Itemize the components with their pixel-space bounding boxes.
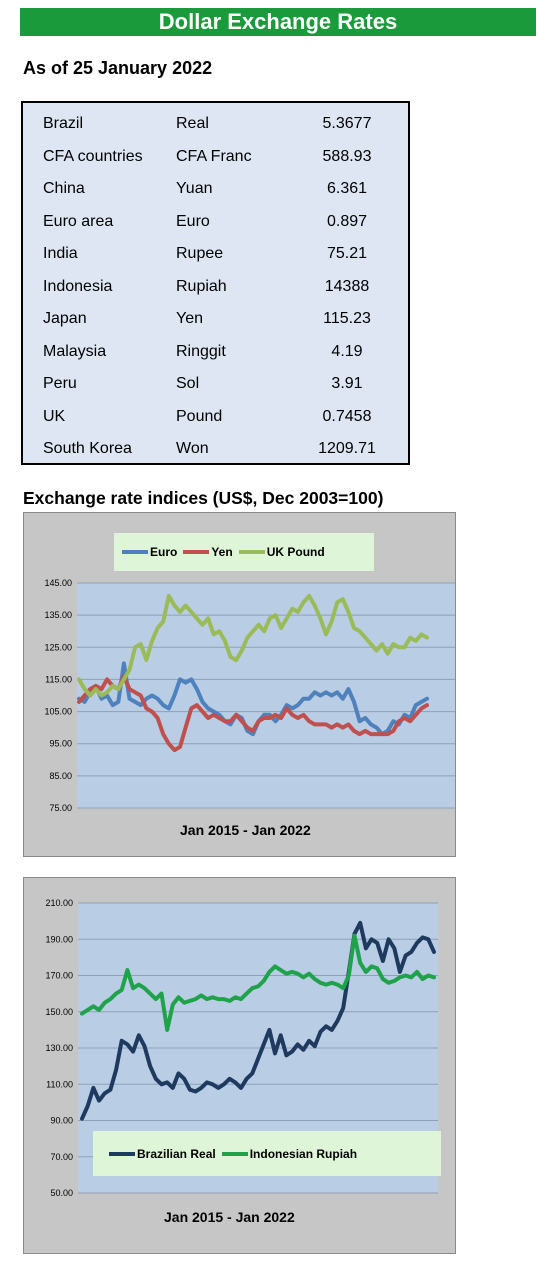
chart-2-legend: Brazilian Real Indonesian Rupiah xyxy=(93,1131,441,1176)
country-cell: UK xyxy=(43,407,66,425)
rate-value-cell: 5.3677 xyxy=(322,115,372,133)
chart-1-xlabel: Jan 2015 - Jan 2022 xyxy=(180,822,311,838)
legend-swatch xyxy=(183,550,210,554)
legend-swatch xyxy=(238,550,265,554)
series-line-yen xyxy=(77,674,429,753)
y-tick-label: 150.00 xyxy=(45,1007,73,1017)
currency-cell: Pound xyxy=(176,407,223,425)
legend-item: Indonesian Rupiah xyxy=(221,1146,358,1161)
y-tick-label: 115.00 xyxy=(45,674,72,684)
currency-cell: CFA Franc xyxy=(176,147,252,165)
country-cell: India xyxy=(43,245,78,263)
rate-value-cell: 588.93 xyxy=(322,147,372,165)
currency-cell: Rupiah xyxy=(176,277,227,295)
series-line-euro xyxy=(77,661,429,737)
y-tick-label: 70.00 xyxy=(50,1152,73,1162)
country-cell: Euro area xyxy=(43,212,114,230)
section-title: Exchange rate indices (US$, Dec 2003=100… xyxy=(23,488,384,508)
rate-value-cell: 75.21 xyxy=(326,245,368,263)
table-row: CFA countries CFA Franc 588.93 xyxy=(23,141,408,174)
chart-2-svg: 50.00 70.00 90.00 110.00 130.00 150.00 170.00 1… xyxy=(45,898,438,1198)
as-of-date: As of 25 January 2022 xyxy=(23,58,213,78)
rate-value-cell: 0.7458 xyxy=(322,407,372,425)
table-row: UK Pound 0.7458 xyxy=(23,401,408,434)
y-tick-label: 110.00 xyxy=(46,1079,73,1089)
legend-label: Yen xyxy=(211,545,233,559)
legend-item: Euro xyxy=(122,545,177,559)
y-tick-label: 135.00 xyxy=(44,610,72,620)
rate-value-cell: 14388 xyxy=(324,277,370,295)
legend-item: Brazilian Real xyxy=(109,1147,216,1161)
table-row: India Rupee 75.21 xyxy=(23,238,408,271)
country-cell: CFA countries xyxy=(43,147,143,165)
table-row: China Yuan 6.361 xyxy=(23,173,408,206)
rate-value-cell: 4.19 xyxy=(331,342,363,360)
table-row: Brazil Real 5.3677 xyxy=(23,108,408,141)
table-row: South Korea Won 1209.71 xyxy=(23,433,408,466)
y-tick-label: 90.00 xyxy=(50,1116,73,1126)
country-cell: Brazil xyxy=(43,115,84,133)
legend-swatch xyxy=(221,1151,248,1156)
country-cell: South Korea xyxy=(43,440,132,458)
table-row: Indonesia Rupiah 14388 xyxy=(23,271,408,304)
table-row: Euro area Euro 0.897 xyxy=(23,206,408,239)
series-line-brazilian-real xyxy=(80,920,436,1121)
table-row: Peru Sol 3.91 xyxy=(23,368,408,401)
country-cell: Peru xyxy=(43,375,77,393)
series-line-uk-pound xyxy=(77,593,429,698)
currency-cell: Won xyxy=(176,440,209,458)
legend-label: Brazilian Real xyxy=(137,1146,216,1161)
y-tick-label: 105.00 xyxy=(44,707,72,717)
chart-panel-1: 75.00 85.00 95.00 105.00 115.00 125.00 135.00 1… xyxy=(23,512,456,857)
y-tick-label: 145.00 xyxy=(44,578,72,588)
table-row: Malaysia Ringgit 4.19 xyxy=(23,336,408,369)
chart-panel-2: 50.00 70.00 90.00 110.00 130.00 150.00 170.00 1… xyxy=(23,877,456,1254)
table-row: Japan Yen 115.23 xyxy=(23,303,408,336)
rates-table: Brazil Real 5.3677 CFA countries CFA Franc 58… xyxy=(21,101,410,465)
rate-value-cell: 3.91 xyxy=(331,375,363,393)
series-line-indonesian-rupiah xyxy=(80,933,436,1032)
y-tick-label: 95.00 xyxy=(49,739,72,749)
legend-swatch xyxy=(122,550,148,554)
legend-item: Yen xyxy=(183,545,233,559)
y-tick-label: 85.00 xyxy=(49,771,72,781)
currency-cell: Real xyxy=(176,115,209,133)
country-cell: Malaysia xyxy=(43,342,107,360)
y-tick-label: 50.00 xyxy=(50,1188,73,1198)
y-tick-label: 130.00 xyxy=(45,1043,73,1053)
y-tick-label: 190.00 xyxy=(45,934,73,944)
y-tick-label: 170.00 xyxy=(45,971,73,981)
currency-cell: Yen xyxy=(176,310,203,328)
chart-2-xlabel: Jan 2015 - Jan 2022 xyxy=(164,1209,295,1225)
rate-value-cell: 6.361 xyxy=(326,180,368,198)
y-tick-label: 210.00 xyxy=(45,898,73,908)
plot-area xyxy=(77,583,455,808)
country-cell: China xyxy=(43,180,85,198)
currency-cell: Yuan xyxy=(176,180,213,198)
legend-item: UK Pound xyxy=(238,545,325,559)
country-cell: Indonesia xyxy=(43,277,113,295)
legend-label: Indonesian Rupiah xyxy=(249,1146,358,1161)
currency-cell: Euro xyxy=(176,212,210,230)
page-title: Dollar Exchange Rates xyxy=(20,8,536,36)
rate-value-cell: 0.897 xyxy=(326,212,368,230)
legend-label: UK Pound xyxy=(266,545,325,559)
currency-cell: Ringgit xyxy=(176,342,226,360)
currency-cell: Sol xyxy=(176,375,200,393)
y-tick-label: 125.00 xyxy=(44,642,72,652)
currency-cell: Rupee xyxy=(176,245,224,263)
country-cell: Japan xyxy=(43,310,87,328)
legend-label: Euro xyxy=(150,545,178,559)
chart-1-svg: 75.00 85.00 95.00 105.00 115.00 125.00 135.00 1… xyxy=(44,578,455,813)
legend-swatch xyxy=(109,1151,135,1156)
rate-value-cell: 1209.71 xyxy=(318,440,376,458)
chart-1-legend: Euro Yen UK Pound xyxy=(114,533,374,571)
rate-value-cell: 115.23 xyxy=(323,310,371,328)
y-tick-label: 75.00 xyxy=(49,803,72,813)
